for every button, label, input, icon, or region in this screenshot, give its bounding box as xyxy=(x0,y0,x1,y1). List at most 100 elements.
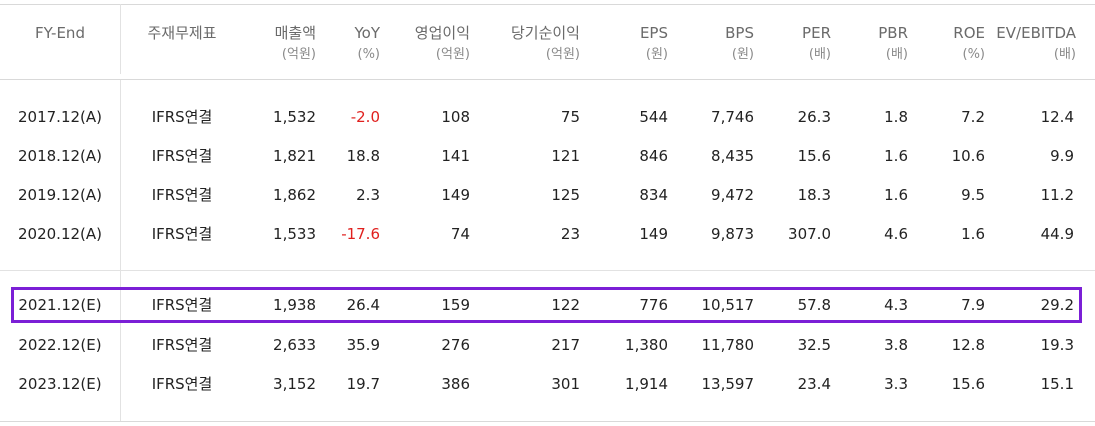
ev-ebitda-cell: 11.2 xyxy=(1040,186,1074,204)
basis-cell: IFRS연결 xyxy=(151,375,213,393)
header-unit: (%) xyxy=(357,47,381,62)
header-label: YoY xyxy=(354,24,380,42)
ev-ebitda-cell: 44.9 xyxy=(1040,225,1074,243)
bps-cell: 13,597 xyxy=(701,375,755,393)
yoy-cell: -17.6 xyxy=(341,225,380,243)
header-statement: 주재무제표 xyxy=(121,22,243,44)
roe-cell: 15.6 xyxy=(951,375,985,393)
pbr-cell: 1.8 xyxy=(884,108,908,126)
sales-cell: 1,533 xyxy=(273,225,316,243)
header-unit: (배) xyxy=(1053,47,1076,62)
header-label: 영업이익 xyxy=(414,24,470,42)
bps-cell: 8,435 xyxy=(711,147,754,165)
ev-ebitda-cell: 9.9 xyxy=(1050,147,1074,165)
header-roe: ROE (%) xyxy=(930,22,985,66)
per-cell: 307.0 xyxy=(788,225,831,243)
basis-cell: IFRS연결 xyxy=(151,225,213,243)
operating-profit-cell: 149 xyxy=(441,186,470,204)
table-row: 2018.12(A) IFRS연결 1,821 18.8 141 121 846… xyxy=(0,137,1095,175)
roe-cell: 12.8 xyxy=(951,336,985,354)
net-income-cell: 122 xyxy=(551,296,580,314)
header-yoy: YoY (%) xyxy=(320,22,380,66)
net-income-cell: 23 xyxy=(560,225,580,243)
fy-cell: 2017.12(A) xyxy=(18,108,102,126)
sales-cell: 1,938 xyxy=(273,296,316,314)
net-income-cell: 217 xyxy=(551,336,580,354)
net-income-cell: 121 xyxy=(551,147,580,165)
header-sales: 매출액 (억원) xyxy=(236,22,316,66)
basis-cell: IFRS연결 xyxy=(151,336,213,354)
net-income-cell: 75 xyxy=(560,108,580,126)
table-row: 2019.12(A) IFRS연결 1,862 2.3 149 125 834 … xyxy=(0,176,1095,214)
per-cell: 23.4 xyxy=(797,375,831,393)
fy-cell: 2023.12(E) xyxy=(18,375,102,393)
roe-cell: 9.5 xyxy=(961,186,985,204)
operating-profit-cell: 159 xyxy=(441,296,470,314)
net-income-cell: 125 xyxy=(551,186,580,204)
basis-cell: IFRS연결 xyxy=(151,147,213,165)
header-label: 매출액 xyxy=(274,24,316,42)
header-label: EV/EBITDA xyxy=(996,24,1076,42)
header-ev-ebitda: EV/EBITDA (배) xyxy=(990,22,1076,66)
eps-cell: 1,380 xyxy=(625,336,668,354)
roe-cell: 7.9 xyxy=(961,296,985,314)
yoy-cell: 26.4 xyxy=(346,296,380,314)
yoy-cell: 2.3 xyxy=(356,186,380,204)
fy-cell: 2019.12(A) xyxy=(18,186,102,204)
actual-estimate-separator xyxy=(0,270,1095,271)
per-cell: 15.6 xyxy=(797,147,831,165)
table-bottom-border xyxy=(0,421,1095,422)
header-unit: (원) xyxy=(645,47,668,62)
yoy-cell: 35.9 xyxy=(346,336,380,354)
sales-cell: 2,633 xyxy=(273,336,316,354)
eps-cell: 834 xyxy=(639,186,668,204)
roe-cell: 7.2 xyxy=(961,108,985,126)
header-fy-end: FY-End xyxy=(0,22,120,44)
operating-profit-cell: 386 xyxy=(441,375,470,393)
table-top-border xyxy=(0,4,1095,5)
bps-cell: 9,873 xyxy=(711,225,754,243)
header-label: ROE xyxy=(953,24,985,42)
operating-profit-cell: 276 xyxy=(441,336,470,354)
pbr-cell: 3.3 xyxy=(884,375,908,393)
ev-ebitda-cell: 12.4 xyxy=(1040,108,1074,126)
eps-cell: 1,914 xyxy=(625,375,668,393)
per-cell: 26.3 xyxy=(797,108,831,126)
highlight-box xyxy=(11,287,1082,323)
fy-cell: 2018.12(A) xyxy=(18,147,102,165)
header-unit: (%) xyxy=(962,47,986,62)
roe-cell: 1.6 xyxy=(961,225,985,243)
header-label: EPS xyxy=(639,24,668,42)
header-unit: (억원) xyxy=(545,47,580,62)
header-label: PER xyxy=(802,24,831,42)
header-unit: (억원) xyxy=(281,47,316,62)
bps-cell: 10,517 xyxy=(701,296,755,314)
header-unit: (배) xyxy=(885,47,908,62)
header-unit: (배) xyxy=(808,47,831,62)
per-cell: 57.8 xyxy=(797,296,831,314)
header-unit: (원) xyxy=(731,47,754,62)
per-cell: 32.5 xyxy=(797,336,831,354)
sales-cell: 1,862 xyxy=(273,186,316,204)
header-unit: (억원) xyxy=(435,47,470,62)
basis-cell: IFRS연결 xyxy=(151,186,213,204)
header-per: PER (배) xyxy=(770,22,831,66)
operating-profit-cell: 141 xyxy=(441,147,470,165)
header-net-income: 당기순이익 (억원) xyxy=(480,22,580,66)
yoy-cell: 18.8 xyxy=(346,147,380,165)
header-bottom-border xyxy=(0,79,1095,80)
eps-cell: 149 xyxy=(639,225,668,243)
header-pbr: PBR (배) xyxy=(850,22,908,66)
sales-cell: 1,532 xyxy=(273,108,316,126)
pbr-cell: 4.3 xyxy=(884,296,908,314)
fy-cell: 2020.12(A) xyxy=(18,225,102,243)
bps-cell: 11,780 xyxy=(701,336,755,354)
table-row: 2017.12(A) IFRS연결 1,532 -2.0 108 75 544 … xyxy=(0,98,1095,136)
ev-ebitda-cell: 19.3 xyxy=(1040,336,1074,354)
table-row-highlighted: 2021.12(E) IFRS연결 1,938 26.4 159 122 776… xyxy=(0,286,1095,324)
pbr-cell: 3.8 xyxy=(884,336,908,354)
basis-cell: IFRS연결 xyxy=(151,296,213,314)
header-label: BPS xyxy=(725,24,754,42)
bps-cell: 9,472 xyxy=(711,186,754,204)
